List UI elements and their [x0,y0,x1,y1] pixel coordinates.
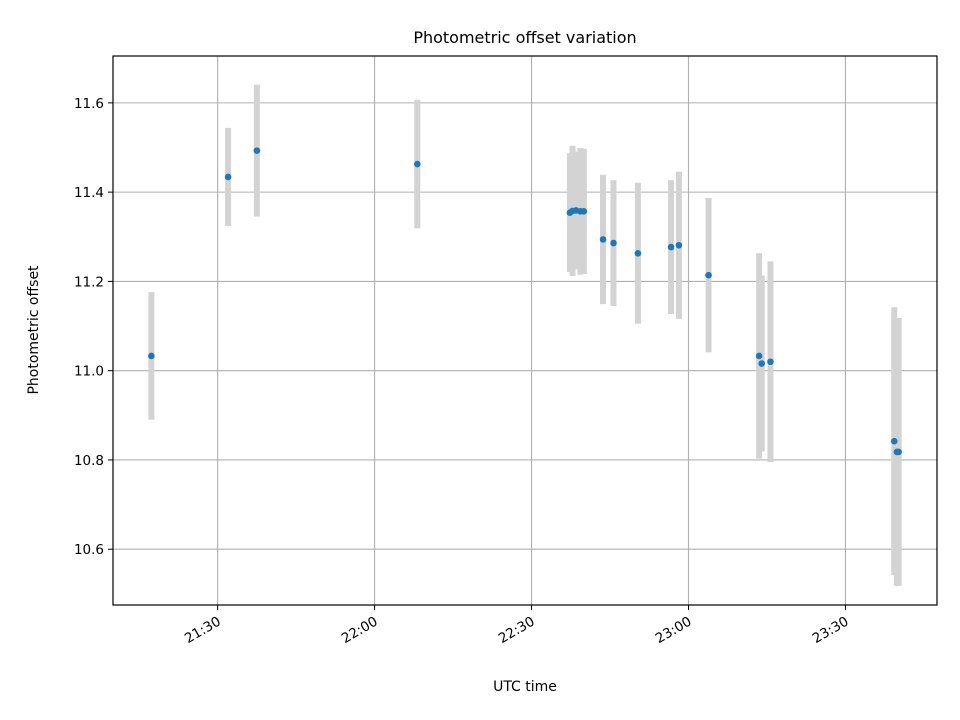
data-point [414,160,421,168]
y-tick-label: 11.0 [74,364,104,380]
data-point [767,358,774,366]
y-tick-label: 11.2 [74,274,104,290]
data-point [224,173,232,181]
data-point [705,271,712,279]
y-axis-label: Photometric offset [26,265,42,395]
data-point [253,147,261,154]
data-point [667,243,675,251]
plot-frame [112,55,938,606]
data-point [675,241,683,249]
data-point [610,239,617,247]
data-point [755,352,763,360]
y-tick-label: 10.8 [74,453,104,469]
chart-title: Photometric offset variation [413,28,636,47]
data-point [758,360,766,367]
data-point [599,236,607,243]
data-point [634,249,642,257]
y-tick-label: 10.6 [74,542,104,558]
data-point [895,448,902,456]
y-tick-label: 11.6 [74,96,104,112]
data-point [148,352,155,360]
y-tick-label: 11.4 [74,185,104,201]
data-points [148,147,902,456]
data-point [890,437,898,445]
data-point [580,208,588,215]
x-axis-label: UTC time [493,679,557,695]
grid [113,56,937,605]
